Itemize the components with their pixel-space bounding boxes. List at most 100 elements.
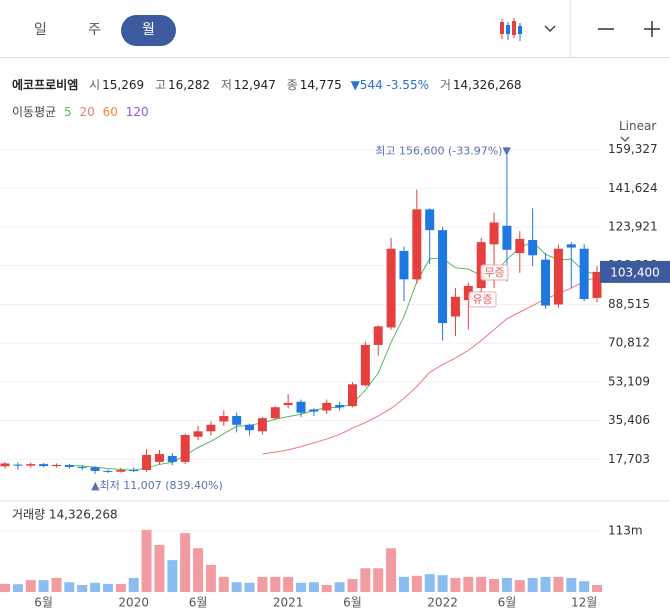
candle-body — [219, 415, 229, 422]
high-annotation: 최고 156,600 (-33.97%)▼ — [375, 145, 511, 158]
tab-day[interactable]: 일 — [34, 22, 47, 38]
volume-bar — [373, 568, 384, 592]
volume-bar — [476, 576, 487, 592]
volume-bar — [424, 574, 435, 592]
y-tick-label: 159,327 — [608, 142, 658, 156]
volume-bar — [154, 544, 165, 592]
quote-value: 12,947 — [233, 78, 276, 92]
volume-bar — [0, 583, 10, 592]
candle-body — [528, 239, 538, 256]
candle-body — [116, 470, 126, 472]
volume-bar — [308, 582, 319, 592]
candle-body — [193, 431, 203, 437]
tab-week[interactable]: 주 — [88, 22, 101, 38]
price-change: ▼544 -3.55% — [350, 78, 429, 92]
candle-body — [283, 402, 293, 406]
volume-bar — [244, 582, 255, 592]
scale-dropdown[interactable]: Linear — [619, 119, 670, 147]
candle-body — [373, 326, 383, 345]
candle-body — [129, 470, 139, 472]
volume-bar — [141, 529, 152, 592]
candle-body — [438, 230, 448, 324]
tab-month[interactable]: 월 — [121, 15, 176, 46]
zoom-in-button[interactable] — [638, 10, 668, 48]
quote-label: 거 — [439, 78, 451, 92]
volume-bar — [12, 584, 23, 592]
candle-body — [515, 238, 525, 254]
last-price-label: 103,400 — [610, 265, 660, 279]
candle-body — [142, 454, 152, 471]
quote-value: 16,282 — [168, 78, 210, 92]
x-tick-label: 2022 — [427, 596, 458, 610]
chart-type-dropdown[interactable] — [540, 10, 560, 48]
volume-bar — [553, 576, 564, 592]
y-tick-label: 141,624 — [608, 181, 658, 195]
volume-bar — [296, 582, 307, 592]
stock-name: 에코프로비엠 — [12, 78, 79, 92]
volume-bar — [167, 560, 178, 592]
volume-bar — [193, 548, 204, 592]
volume-bar — [283, 576, 294, 592]
volume-bar — [205, 564, 216, 592]
volume-bar — [437, 575, 448, 592]
volume-bar — [64, 582, 75, 592]
volume-tick-label: 113m — [608, 523, 643, 537]
candle-body — [579, 248, 589, 300]
y-tick-label: 35,406 — [608, 413, 650, 427]
x-tick-label: 2021 — [273, 596, 304, 610]
volume-bar — [38, 580, 49, 592]
quote-label: 종 — [286, 78, 298, 92]
volume-bar — [347, 579, 358, 592]
event-marker — [480, 264, 509, 281]
candle-body — [232, 415, 242, 425]
zoom-out-button[interactable] — [592, 10, 622, 48]
candle-body — [502, 225, 512, 250]
quote-value: 15,269 — [102, 78, 145, 92]
volume-bar — [386, 548, 397, 592]
event-marker — [468, 291, 497, 308]
candle-body — [154, 454, 164, 462]
volume-bar — [527, 577, 538, 592]
chevron — [620, 136, 630, 142]
candle-body — [386, 248, 396, 328]
candle-body — [13, 464, 23, 466]
legend-entry: 60 — [102, 105, 118, 119]
volume-bar — [321, 584, 332, 592]
volume-bar — [90, 582, 101, 592]
candle-body — [296, 401, 306, 413]
volume-bar — [463, 576, 474, 592]
candle-body — [592, 271, 602, 298]
candle-body — [347, 384, 357, 407]
volume-bar — [180, 533, 191, 592]
quote-label: 저 — [220, 78, 232, 92]
low-annotation: ▲최저 11,007 (839.40%) — [91, 479, 223, 492]
volume-bar — [450, 577, 461, 592]
candle-body — [399, 250, 409, 280]
candle-body — [64, 464, 74, 467]
volume-bar — [77, 584, 88, 592]
candle-body — [541, 259, 551, 306]
candle-body — [206, 424, 216, 432]
quote-label: 시 — [89, 78, 101, 92]
candle-body — [322, 402, 332, 411]
candle-body — [425, 209, 435, 231]
legend-entry: 120 — [125, 105, 149, 119]
volume-bar — [592, 584, 603, 592]
ma-title: 이동평균 — [12, 105, 57, 119]
candle-body — [412, 209, 422, 280]
x-tick-label: 6월 — [189, 596, 208, 610]
ma-legend: 이동평균 5 20 60 120 — [12, 103, 149, 120]
candle-body — [51, 464, 61, 467]
candle-body — [39, 464, 49, 467]
candle-body — [167, 456, 177, 462]
volume-bar — [257, 576, 268, 592]
chart-type-button[interactable] — [494, 10, 530, 48]
x-tick-label: 2020 — [118, 596, 149, 610]
y-tick-label: 70,812 — [608, 336, 650, 350]
candle-body — [553, 248, 563, 305]
quote-line: 에코프로비엠 시 15,269 고 16,282 저 12,947 종 14,775 ▼… — [12, 76, 522, 93]
x-tick-label: 6월 — [34, 596, 53, 610]
x-tick-label: 12월 — [571, 596, 597, 610]
volume-bar — [579, 581, 590, 592]
